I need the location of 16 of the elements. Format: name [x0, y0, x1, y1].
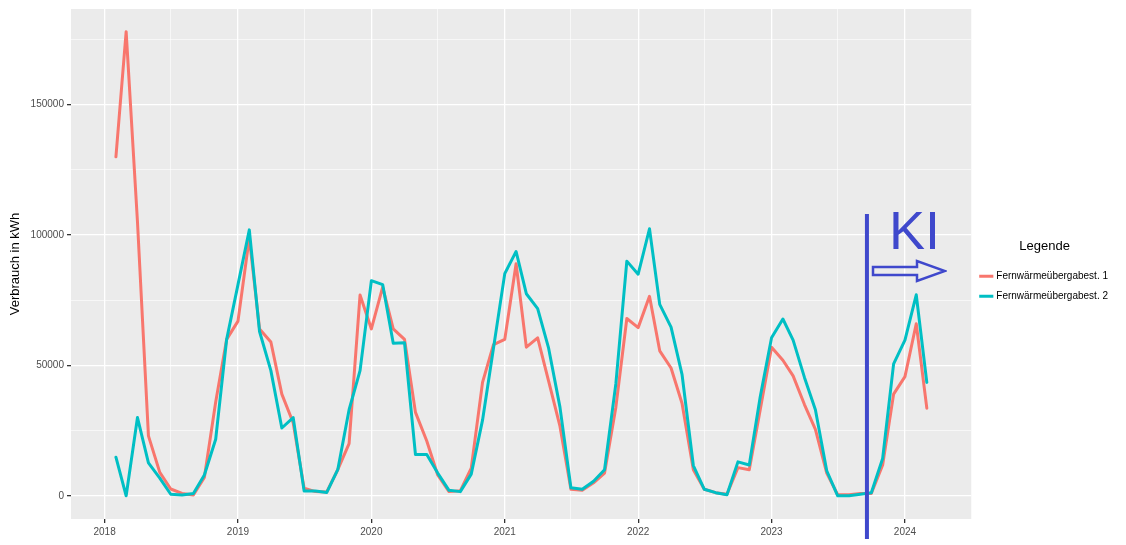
legend-label: Fernwärmeübergabest. 2 [996, 290, 1109, 302]
x-tick-label: 2022 [627, 525, 650, 537]
y-tick-label: 150000 [30, 98, 65, 110]
x-tick-label: 2020 [360, 525, 383, 537]
legend-label: Fernwärmeübergabest. 1 [996, 270, 1109, 282]
legend-title: Legende [1019, 237, 1070, 253]
y-tick-label: 50000 [36, 359, 65, 371]
x-tick-label: 2021 [493, 525, 517, 537]
x-tick-label: 2019 [226, 525, 250, 537]
y-axis-title: Verbrauch in kWh [7, 212, 23, 316]
x-tick-label: 2023 [760, 525, 784, 537]
y-tick-label: 0 [58, 489, 65, 501]
x-tick-label: 2024 [893, 525, 917, 537]
x-tick-label: 2018 [93, 525, 117, 537]
ref-line-label: KI [888, 200, 940, 260]
y-tick-label: 100000 [30, 228, 65, 240]
